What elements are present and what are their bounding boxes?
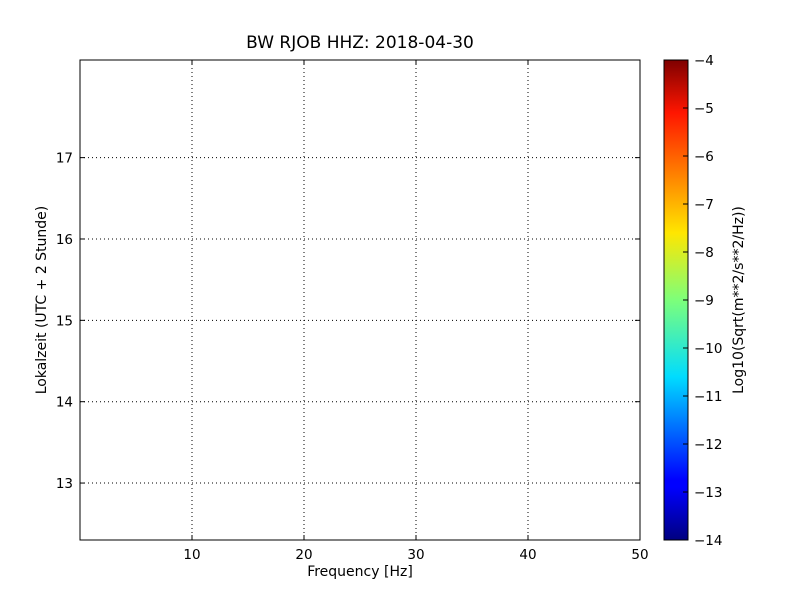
colorbar-tick-label: −13 <box>694 485 723 501</box>
colorbar-label: Log10(Sqrt(m**2/s**2/Hz)) <box>731 206 747 394</box>
y-tick-label: 14 <box>56 395 73 411</box>
colorbar-tick-label: −4 <box>694 53 714 69</box>
x-axis-label: Frequency [Hz] <box>307 564 413 580</box>
x-tick-label: 10 <box>183 547 200 563</box>
colorbar-tick-label: −10 <box>694 341 723 357</box>
colorbar-tick-label: −12 <box>694 437 723 453</box>
x-tick-label: 40 <box>519 547 536 563</box>
colorbar-tick-label: −11 <box>694 389 723 405</box>
y-tick-label: 13 <box>56 476 73 492</box>
grid-lines <box>80 60 641 540</box>
x-tick-label: 50 <box>631 547 648 563</box>
colorbar-tick-label: −7 <box>694 197 714 213</box>
x-axis: 10 20 30 40 50 <box>183 60 649 563</box>
y-axis-label: Lokalzeit (UTC + 2 Stunde) <box>34 206 50 395</box>
plot-frame <box>79 59 641 541</box>
y-axis: 13 14 15 16 17 <box>56 151 640 492</box>
colorbar-tick-label: −9 <box>694 293 714 309</box>
colorbar-axis: −4 −5 −6 −7 −8 −9 −10 −11 −12 −13 −14 <box>683 53 723 549</box>
colorbar-tick-label: −5 <box>694 101 714 117</box>
x-tick-label: 30 <box>407 547 424 563</box>
chart-title: BW RJOB HHZ: 2018-04-30 <box>246 33 474 53</box>
colorbar-tick-label: −6 <box>694 149 714 165</box>
colorbar-tick-label: −8 <box>694 245 714 261</box>
y-tick-label: 17 <box>56 151 73 167</box>
colorbar-tick-label: −14 <box>694 533 723 549</box>
x-tick-label: 20 <box>295 547 312 563</box>
y-tick-label: 16 <box>56 232 73 248</box>
y-tick-label: 15 <box>56 313 73 329</box>
